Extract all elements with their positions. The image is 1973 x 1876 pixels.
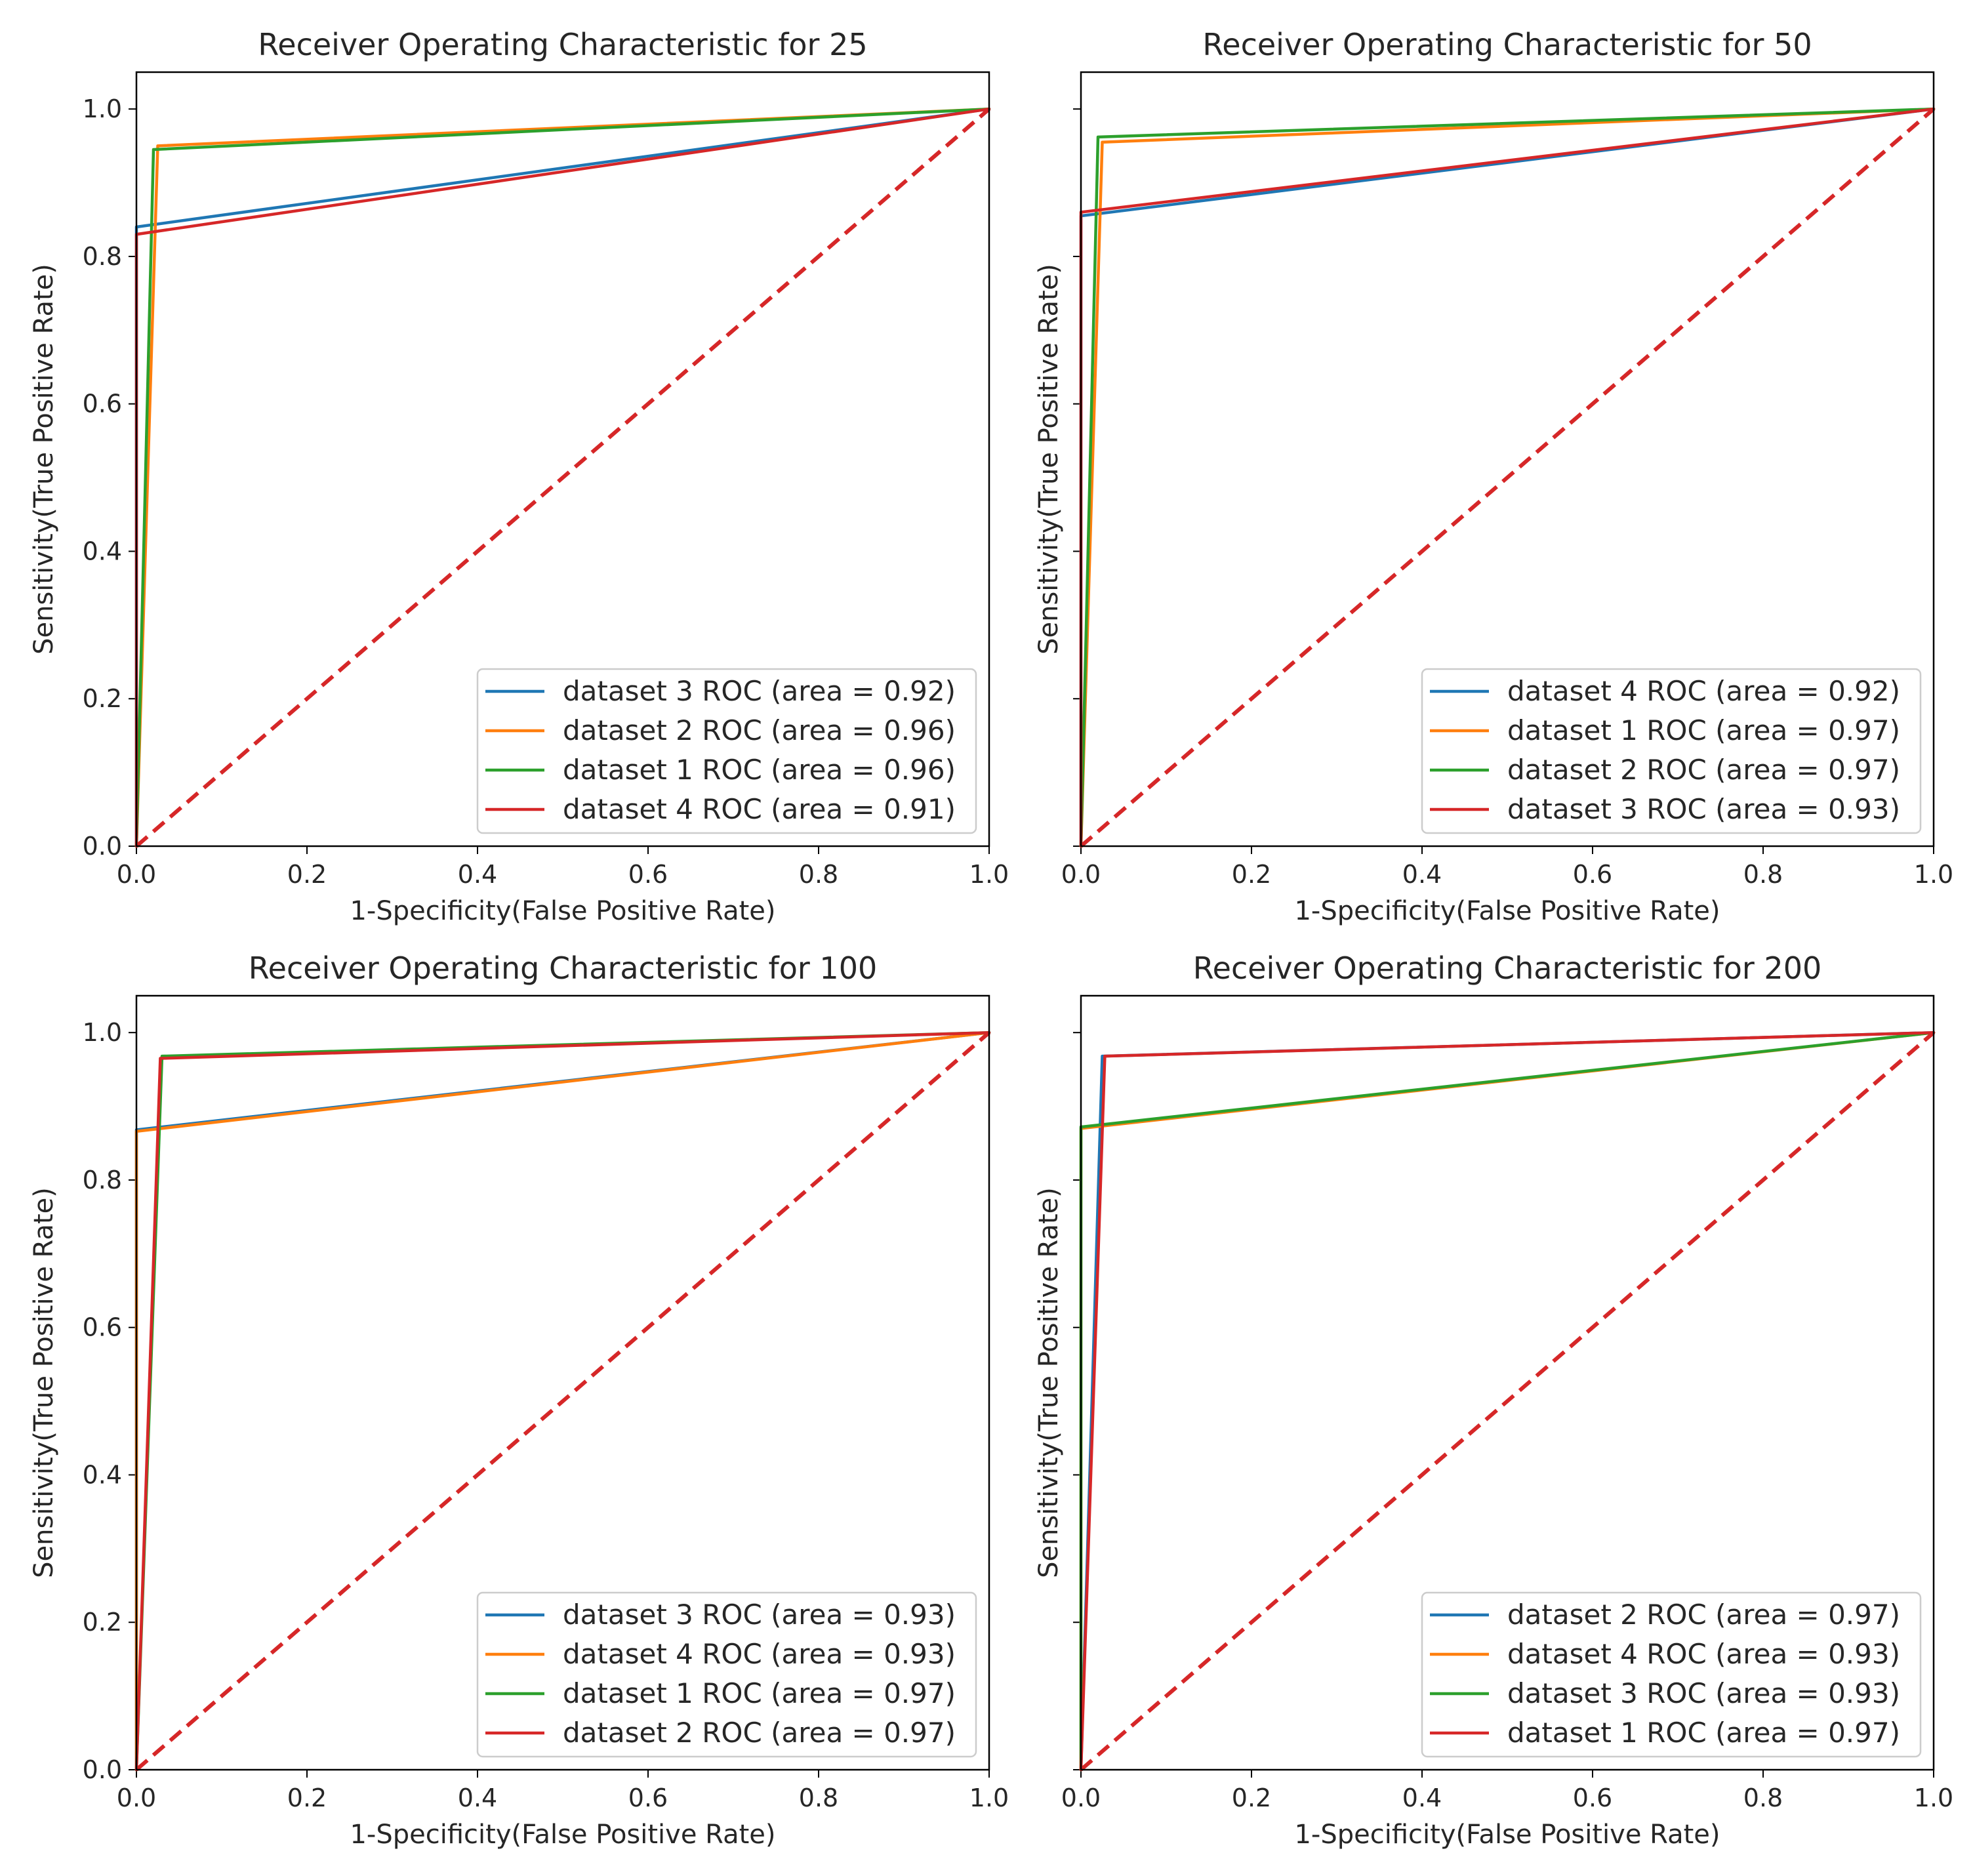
x-tick-label: 1.0	[969, 1784, 1009, 1812]
legend-entry-1: dataset 3 ROC (area = 0.93)	[563, 1599, 956, 1631]
roc-curve-series-3	[134, 107, 991, 848]
x-tick-label: 0.8	[799, 1784, 838, 1812]
y-tick-label: 0.6	[83, 1313, 122, 1342]
x-tick-label: 1.0	[969, 860, 1009, 889]
x-tick-label: 0.4	[1402, 860, 1442, 889]
y-axis-label: Sensitivity(True Positive Rate)	[29, 1187, 59, 1578]
legend-entry-1: dataset 4 ROC (area = 0.92)	[1507, 675, 1900, 707]
chance-diagonal-line	[135, 107, 990, 848]
x-tick-label: 1.0	[1914, 860, 1953, 889]
legend-entry-4: dataset 2 ROC (area = 0.97)	[563, 1717, 956, 1749]
x-tick-label: 0.0	[1061, 860, 1101, 889]
y-axis-label: Sensitivity(True Positive Rate)	[1034, 264, 1064, 655]
x-tick-label: 0.2	[1232, 1784, 1271, 1812]
y-tick-label: 0.0	[83, 832, 122, 861]
chance-diagonal-line	[1080, 1030, 1935, 1772]
x-tick-label: 0.4	[1402, 1784, 1442, 1812]
y-tick-label: 1.0	[83, 1018, 122, 1047]
roc-curve-series-3	[1079, 107, 1936, 848]
legend-entry-2: dataset 1 ROC (area = 0.97)	[1507, 714, 1900, 746]
x-tick-label: 0.0	[1061, 1784, 1101, 1812]
legend-entry-1: dataset 3 ROC (area = 0.92)	[563, 675, 956, 707]
roc-curve-series-4	[134, 1030, 991, 1772]
y-tick-label: 0.6	[83, 390, 122, 418]
x-tick-label: 0.6	[1573, 860, 1612, 889]
plot-frame	[1080, 994, 1935, 1771]
x-tick-label: 0.0	[117, 1784, 156, 1812]
x-tick-label: 0.6	[1573, 1784, 1612, 1812]
x-tick-label: 0.4	[458, 1784, 497, 1812]
plot-frame	[135, 71, 990, 847]
y-tick-label: 0.4	[83, 537, 122, 565]
x-tick-label: 0.0	[117, 860, 156, 889]
legend-entry-4: dataset 3 ROC (area = 0.93)	[1507, 793, 1900, 825]
legend-entry-3: dataset 1 ROC (area = 0.97)	[563, 1677, 956, 1709]
legend-box	[1421, 668, 1922, 834]
roc-curve-series-4	[1079, 1030, 1936, 1772]
legend-entry-3: dataset 3 ROC (area = 0.93)	[1507, 1677, 1900, 1709]
legend-entry-2: dataset 4 ROC (area = 0.93)	[1507, 1638, 1900, 1670]
legend-entry-4: dataset 4 ROC (area = 0.91)	[563, 793, 956, 825]
y-tick-label: 0.2	[83, 1608, 122, 1637]
chart-title: Receiver Operating Characteristic for 10…	[249, 950, 877, 986]
legend-entry-2: dataset 4 ROC (area = 0.93)	[563, 1638, 956, 1670]
plot-frame	[135, 994, 990, 1771]
x-tick-label: 0.8	[1743, 1784, 1783, 1812]
x-tick-label: 0.4	[458, 860, 497, 889]
x-tick-label: 0.2	[287, 860, 327, 889]
y-tick-label: 0.0	[83, 1755, 122, 1784]
chart-title: Receiver Operating Characteristic for 50	[1202, 27, 1812, 62]
y-tick-label: 1.0	[83, 94, 122, 123]
x-tick-label: 0.6	[628, 1784, 668, 1812]
roc-panel-2: Receiver Operating Characteristic for 50…	[1034, 27, 1953, 926]
x-axis-label: 1-Specificity(False Positive Rate)	[1294, 1820, 1720, 1850]
roc-panel-3: Receiver Operating Characteristic for 10…	[29, 950, 1009, 1850]
y-tick-label: 0.2	[83, 684, 122, 713]
x-tick-label: 0.8	[799, 860, 838, 889]
legend-box	[476, 1591, 977, 1758]
roc-panel-1: Receiver Operating Characteristic for 25…	[29, 27, 1009, 926]
x-tick-label: 1.0	[1914, 1784, 1953, 1812]
x-tick-label: 0.6	[628, 860, 668, 889]
legend-entry-1: dataset 2 ROC (area = 0.97)	[1507, 1599, 1900, 1631]
y-tick-label: 0.4	[83, 1460, 122, 1489]
roc-panel-4: Receiver Operating Characteristic for 20…	[1034, 950, 1953, 1850]
legend-entry-4: dataset 1 ROC (area = 0.97)	[1507, 1717, 1900, 1749]
legend-box	[1421, 1591, 1922, 1758]
x-tick-label: 0.8	[1743, 860, 1783, 889]
chart-title: Receiver Operating Characteristic for 20…	[1193, 950, 1821, 986]
legend-box	[476, 668, 977, 834]
x-axis-label: 1-Specificity(False Positive Rate)	[350, 1820, 775, 1850]
y-axis-label: Sensitivity(True Positive Rate)	[29, 264, 59, 655]
chance-diagonal-line	[135, 1030, 990, 1772]
y-tick-label: 0.8	[83, 242, 122, 271]
legend-entry-2: dataset 2 ROC (area = 0.96)	[563, 714, 956, 746]
chance-diagonal-line	[1080, 107, 1935, 848]
x-tick-label: 0.2	[287, 1784, 327, 1812]
legend-entry-3: dataset 2 ROC (area = 0.97)	[1507, 754, 1900, 786]
y-axis-label: Sensitivity(True Positive Rate)	[1034, 1187, 1064, 1578]
legend-entry-3: dataset 1 ROC (area = 0.96)	[563, 754, 956, 786]
chart-title: Receiver Operating Characteristic for 25	[258, 27, 867, 62]
x-axis-label: 1-Specificity(False Positive Rate)	[1294, 896, 1720, 926]
x-tick-label: 0.2	[1232, 860, 1271, 889]
y-tick-label: 0.8	[83, 1166, 122, 1194]
plot-frame	[1080, 71, 1935, 847]
x-axis-label: 1-Specificity(False Positive Rate)	[350, 896, 775, 926]
